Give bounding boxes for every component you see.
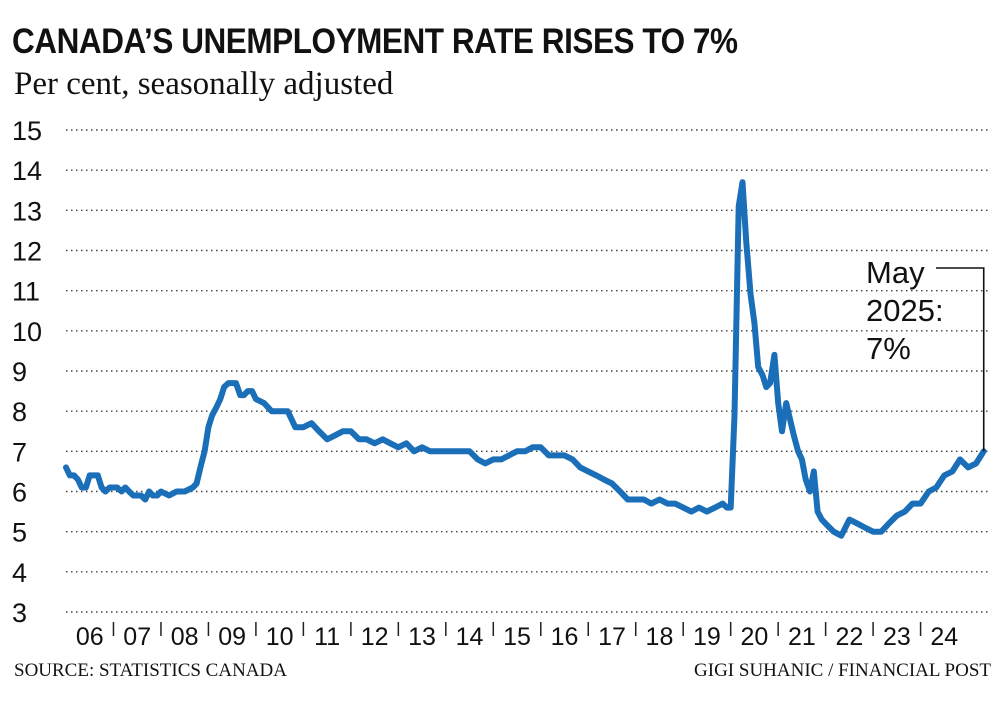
y-tick-10: 10 xyxy=(12,317,42,347)
annotation-line-1: 2025: xyxy=(866,293,944,328)
x-tick-19: 19 xyxy=(693,623,721,651)
x-tick-18: 18 xyxy=(646,623,674,651)
y-tick-11: 11 xyxy=(12,277,40,307)
y-tick-9: 9 xyxy=(12,357,27,387)
x-tick-21: 21 xyxy=(788,623,816,651)
x-tick-11: 11 xyxy=(314,623,340,651)
x-tick-24: 24 xyxy=(930,623,958,651)
y-tick-7: 7 xyxy=(12,437,27,467)
annotation-line-0: May xyxy=(866,255,925,290)
credit-note: GIGI SUHANIC / FINANCIAL POST xyxy=(694,660,991,681)
y-tick-4: 4 xyxy=(12,558,27,588)
y-tick-13: 13 xyxy=(12,196,42,226)
x-tick-07: 07 xyxy=(123,623,151,651)
chart-title: CANADA’S UNEMPLOYMENT RATE RISES TO 7% xyxy=(12,22,738,61)
x-tick-22: 22 xyxy=(835,623,863,651)
y-tick-3: 3 xyxy=(12,598,27,628)
x-tick-15: 15 xyxy=(503,623,531,651)
y-tick-6: 6 xyxy=(12,478,27,508)
y-tick-15: 15 xyxy=(12,116,42,146)
x-tick-06: 06 xyxy=(76,623,104,651)
x-tick-16: 16 xyxy=(551,623,579,651)
x-tick-17: 17 xyxy=(598,623,626,651)
x-tick-12: 12 xyxy=(361,623,389,651)
x-axis-ticks: 06 07 08 09 10 11 12 13 14 15 16 17 18 19 20 21 22 23 24 xyxy=(76,622,958,651)
x-tick-09: 09 xyxy=(218,623,246,651)
annotation-line-2: 7% xyxy=(866,331,911,366)
series-line xyxy=(63,179,987,539)
x-tick-10: 10 xyxy=(266,623,294,651)
x-tick-08: 08 xyxy=(171,623,199,651)
x-tick-20: 20 xyxy=(741,623,769,651)
gridlines xyxy=(66,129,988,613)
chart-subtitle: Per cent, seasonally adjusted xyxy=(14,66,394,102)
x-tick-13: 13 xyxy=(408,623,436,651)
y-axis-ticks: 3 4 5 6 7 8 9 10 11 12 13 14 15 xyxy=(12,116,42,628)
x-tick-23: 23 xyxy=(883,623,911,651)
x-tick-14: 14 xyxy=(456,623,484,651)
source-note: SOURCE: STATISTICS CANADA xyxy=(14,660,287,681)
y-tick-12: 12 xyxy=(12,237,42,267)
y-tick-14: 14 xyxy=(12,156,42,186)
annotation-leader xyxy=(936,267,985,452)
y-tick-5: 5 xyxy=(12,518,27,548)
y-tick-8: 8 xyxy=(12,397,27,427)
